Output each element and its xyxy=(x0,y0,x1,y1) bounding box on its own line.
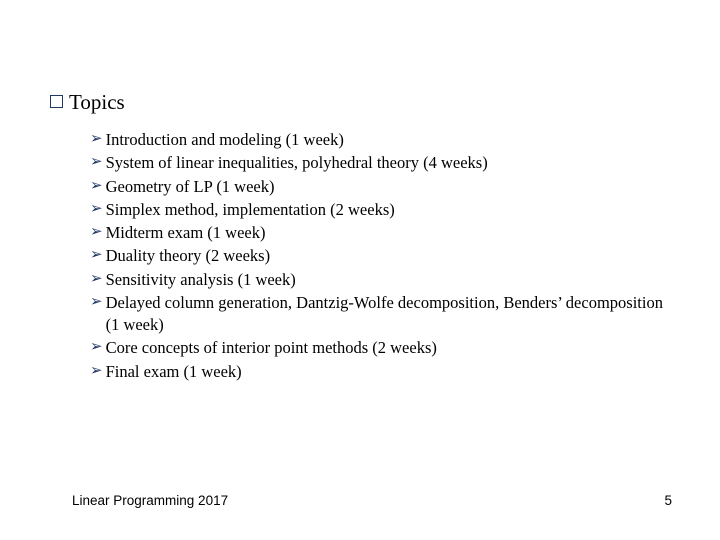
list-item-text: Sensitivity analysis (1 week) xyxy=(106,269,670,291)
list-item-text: Delayed column generation, Dantzig-Wolfe… xyxy=(106,292,670,337)
list-item-text: Duality theory (2 weeks) xyxy=(106,245,670,267)
list-item-text: Introduction and modeling (1 week) xyxy=(106,129,670,151)
list-item: ➢Simplex method, implementation (2 weeks… xyxy=(90,199,670,221)
slide: Topics ➢Introduction and modeling (1 wee… xyxy=(0,0,720,540)
list-item-text: Core concepts of interior point methods … xyxy=(106,337,670,359)
list-item-text: System of linear inequalities, polyhedra… xyxy=(106,152,670,174)
footer: Linear Programming 2017 5 xyxy=(0,493,720,508)
list-item-text: Simplex method, implementation (2 weeks) xyxy=(106,199,670,221)
heading-text: Topics xyxy=(69,90,125,115)
list-item: ➢Midterm exam (1 week) xyxy=(90,222,670,244)
topics-list: ➢Introduction and modeling (1 week)➢Syst… xyxy=(50,129,670,383)
list-item-text: Midterm exam (1 week) xyxy=(106,222,670,244)
heading-row: Topics xyxy=(50,90,670,115)
arrow-bullet-icon: ➢ xyxy=(90,245,103,267)
list-item: ➢Sensitivity analysis (1 week) xyxy=(90,269,670,291)
list-item-text: Final exam (1 week) xyxy=(106,361,670,383)
footer-page-number: 5 xyxy=(664,493,672,508)
list-item: ➢Duality theory (2 weeks) xyxy=(90,245,670,267)
arrow-bullet-icon: ➢ xyxy=(90,129,103,151)
arrow-bullet-icon: ➢ xyxy=(90,361,103,383)
arrow-bullet-icon: ➢ xyxy=(90,222,103,244)
list-item: ➢Core concepts of interior point methods… xyxy=(90,337,670,359)
arrow-bullet-icon: ➢ xyxy=(90,199,103,221)
arrow-bullet-icon: ➢ xyxy=(90,176,103,198)
arrow-bullet-icon: ➢ xyxy=(90,269,103,291)
list-item: ➢Delayed column generation, Dantzig-Wolf… xyxy=(90,292,670,337)
list-item: ➢Geometry of LP (1 week) xyxy=(90,176,670,198)
arrow-bullet-icon: ➢ xyxy=(90,152,103,174)
square-bullet-icon xyxy=(50,95,63,108)
list-item: ➢Introduction and modeling (1 week) xyxy=(90,129,670,151)
arrow-bullet-icon: ➢ xyxy=(90,337,103,359)
list-item-text: Geometry of LP (1 week) xyxy=(106,176,670,198)
arrow-bullet-icon: ➢ xyxy=(90,292,103,314)
list-item: ➢Final exam (1 week) xyxy=(90,361,670,383)
list-item: ➢System of linear inequalities, polyhedr… xyxy=(90,152,670,174)
footer-left: Linear Programming 2017 xyxy=(72,493,228,508)
